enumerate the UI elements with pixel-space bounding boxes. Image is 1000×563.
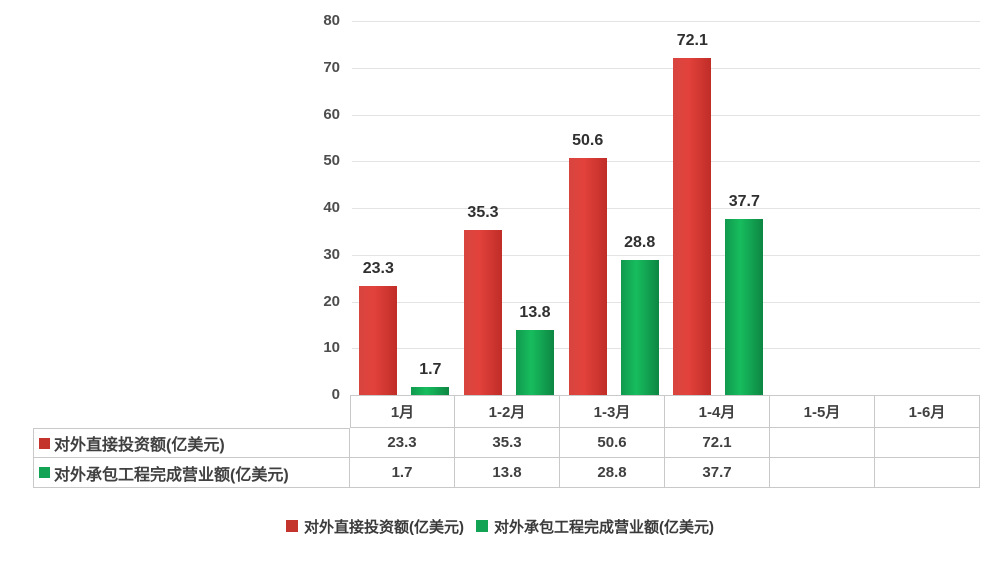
legend-item-label: 对外直接投资额(亿美元) [304, 518, 464, 536]
y-axis-tick-label: 0 [331, 386, 340, 403]
y-axis-tick-label: 80 [323, 12, 340, 29]
chart-legend: 对外直接投资额(亿美元) 对外承包工程完成营业额(亿美元) [0, 513, 1000, 539]
y-gridline [352, 301, 980, 303]
bar-s0-c0 [359, 286, 398, 395]
table-row-label: 对外承包工程完成营业额(亿美元) [33, 458, 350, 488]
table-row-label: 对外直接投资额(亿美元) [33, 428, 350, 458]
table-value-cell: 13.8 [455, 458, 560, 488]
y-gridline [352, 114, 980, 116]
legend-swatch-icon [286, 520, 298, 532]
bar-s1-c0 [411, 387, 450, 395]
bar-s1-c1 [516, 330, 554, 395]
y-axis-tick-label: 70 [323, 58, 340, 76]
data-table: 1月 1-2月 1-3月 1-4月 1-5月 1-6月对外直接投资额(亿美元) 23.3 35… [33, 395, 980, 488]
legend-swatch-icon [476, 520, 488, 532]
table-value-cell: 37.7 [665, 458, 770, 488]
series-key-icon [39, 437, 50, 449]
y-axis-tick-label: 10 [323, 339, 340, 357]
y-gridline [352, 348, 980, 350]
table-row-label-text: 对外承包工程完成营业额(亿美元) [54, 466, 289, 484]
y-gridline [352, 208, 980, 209]
bar-s0-c3 [673, 57, 712, 395]
table-row: 对外直接投资额(亿美元) 23.3 35.3 50.6 72.1 [33, 428, 980, 458]
table-value-cell: 28.8 [560, 458, 665, 488]
series-key-icon [39, 467, 50, 478]
legend-item: 对外承包工程完成营业额(亿美元) [476, 516, 714, 537]
table-value-cell: 23.3 [350, 428, 455, 458]
table-value-cell: 1.7 [350, 458, 455, 488]
table-header-cell: 1-6月 [875, 395, 980, 428]
table-header-cell: 1-4月 [665, 395, 770, 428]
bar-s0-c2 [568, 158, 607, 395]
table-value-cell [875, 428, 980, 458]
y-axis-tick-label: 20 [323, 292, 340, 310]
bar-value-label: 50.6 [572, 132, 604, 150]
table-row-label-text: 对外直接投资额(亿美元) [54, 437, 225, 454]
table-value-cell: 50.6 [560, 428, 665, 458]
y-axis-tick-label: 30 [323, 245, 340, 263]
bar-value-label: 28.8 [624, 234, 656, 252]
y-gridline [352, 67, 980, 69]
y-axis-tick-label: 60 [323, 105, 340, 123]
y-gridline [352, 21, 980, 22]
legend-item-label: 对外承包工程完成营业额(亿美元) [494, 518, 714, 536]
bar-s0-c1 [464, 229, 502, 395]
bar-value-label: 72.1 [676, 31, 708, 49]
table-corner-cell [33, 395, 350, 428]
table-header-cell: 1-5月 [770, 395, 875, 428]
y-axis-tick-label: 50 [323, 152, 340, 170]
table-header-cell: 1-3月 [560, 395, 665, 428]
table-header-row: 1月 1-2月 1-3月 1-4月 1-5月 1-6月 [33, 395, 980, 428]
table-header-cell: 1月 [350, 395, 455, 428]
bar-value-label: 37.7 [728, 192, 760, 210]
bar-value-label: 35.3 [467, 203, 499, 221]
table-header-cell: 1-2月 [455, 395, 560, 428]
table-value-cell: 35.3 [455, 428, 560, 458]
y-gridline [352, 254, 980, 256]
table-value-cell: 72.1 [665, 428, 770, 458]
y-gridline [352, 161, 980, 163]
table-value-cell [770, 428, 875, 458]
table-value-cell [875, 458, 980, 488]
bar-s1-c2 [620, 260, 659, 395]
table-row: 对外承包工程完成营业额(亿美元) 1.7 13.8 28.8 37.7 [33, 458, 980, 488]
bar-value-label: 23.3 [362, 260, 394, 278]
table-value-cell [770, 458, 875, 488]
bar-s1-c3 [725, 218, 764, 395]
bar-value-label: 13.8 [519, 304, 551, 322]
bar-value-label: 1.7 [419, 361, 442, 379]
legend-item: 对外直接投资额(亿美元) [286, 516, 464, 537]
y-axis-tick-label: 40 [323, 199, 340, 216]
